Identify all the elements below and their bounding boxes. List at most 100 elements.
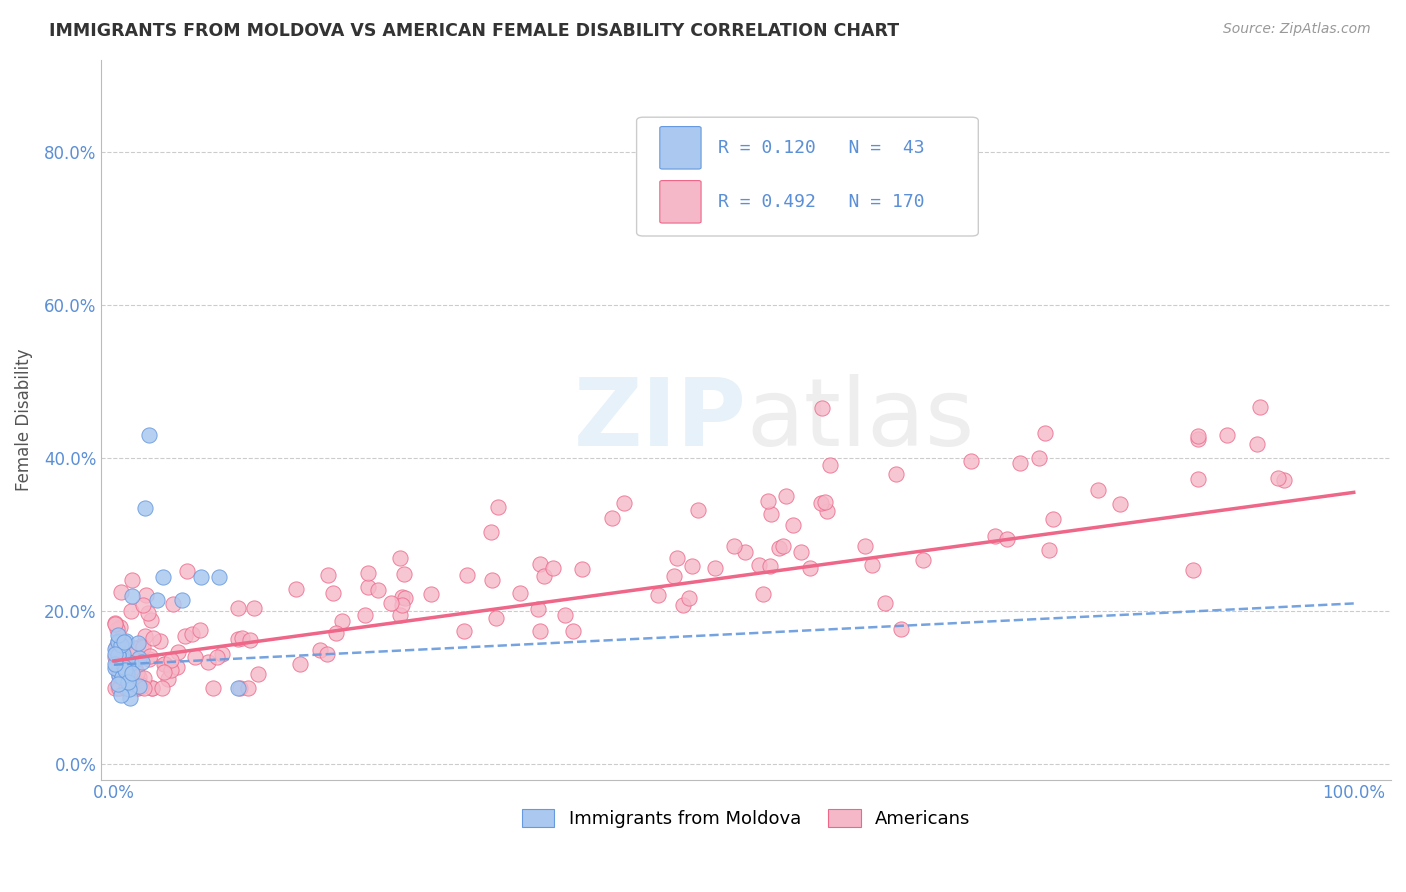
Point xyxy=(125,647,148,661)
Point xyxy=(104,657,127,672)
Point xyxy=(226,600,249,615)
Point xyxy=(322,586,344,600)
Point xyxy=(239,632,262,647)
Point xyxy=(853,539,876,553)
Point xyxy=(481,573,503,587)
Point xyxy=(509,586,531,600)
Point xyxy=(114,663,136,677)
Point xyxy=(1010,456,1032,470)
Point xyxy=(995,532,1018,546)
Point xyxy=(486,500,509,514)
Point xyxy=(188,623,211,637)
Point xyxy=(367,582,389,597)
Point xyxy=(456,567,478,582)
Point xyxy=(571,562,593,576)
Text: IMMIGRANTS FROM MOLDOVA VS AMERICAN FEMALE DISABILITY CORRELATION CHART: IMMIGRANTS FROM MOLDOVA VS AMERICAN FEMA… xyxy=(49,22,900,40)
Point xyxy=(107,648,129,662)
Point xyxy=(890,623,912,637)
Point xyxy=(380,596,402,610)
Point xyxy=(152,569,174,583)
Point xyxy=(114,660,136,674)
Point xyxy=(160,663,183,677)
FancyBboxPatch shape xyxy=(659,180,702,223)
Point xyxy=(309,642,332,657)
Point xyxy=(146,592,169,607)
Point xyxy=(105,658,128,673)
Point xyxy=(121,645,143,659)
Point xyxy=(125,666,148,681)
Point xyxy=(108,663,131,677)
Point xyxy=(118,681,141,695)
Point xyxy=(356,580,378,594)
Point xyxy=(759,559,782,574)
Point xyxy=(647,589,669,603)
Point xyxy=(104,661,127,675)
Point xyxy=(110,679,132,693)
Point xyxy=(122,640,145,655)
Legend: Immigrants from Moldova, Americans: Immigrants from Moldova, Americans xyxy=(515,802,977,836)
Point xyxy=(748,558,770,573)
Point xyxy=(108,620,131,634)
Point xyxy=(392,566,415,581)
Point xyxy=(485,611,508,625)
Point xyxy=(120,656,142,670)
Point xyxy=(543,560,565,574)
Point xyxy=(226,681,249,695)
Point xyxy=(529,558,551,572)
Point xyxy=(681,558,703,573)
Point xyxy=(107,681,129,695)
Point xyxy=(138,428,160,442)
Point xyxy=(136,606,159,620)
Point xyxy=(128,677,150,691)
Point xyxy=(121,604,143,618)
Point xyxy=(118,677,141,691)
Point xyxy=(960,454,983,468)
Point xyxy=(1182,563,1205,577)
Point xyxy=(288,657,311,672)
Point xyxy=(107,628,129,642)
Point xyxy=(759,507,782,521)
Point xyxy=(1249,400,1271,414)
Point xyxy=(173,629,195,643)
Point xyxy=(153,657,176,671)
Point xyxy=(127,681,149,695)
Point xyxy=(110,650,132,665)
Point xyxy=(121,589,143,603)
Point xyxy=(132,640,155,654)
Point xyxy=(752,587,775,601)
Point xyxy=(141,613,163,627)
Point xyxy=(1042,511,1064,525)
Point xyxy=(128,670,150,684)
Point xyxy=(389,608,412,623)
Point xyxy=(108,667,131,681)
Point xyxy=(121,666,143,681)
Point xyxy=(117,681,139,695)
Text: R = 0.492   N = 170: R = 0.492 N = 170 xyxy=(718,193,925,211)
Point xyxy=(170,592,193,607)
Text: atlas: atlas xyxy=(747,374,974,466)
Point xyxy=(176,565,198,579)
Point xyxy=(114,653,136,667)
Point xyxy=(110,585,132,599)
Point xyxy=(1038,543,1060,558)
Point xyxy=(134,630,156,644)
Point xyxy=(562,624,585,638)
Point xyxy=(104,617,127,632)
Point xyxy=(105,640,128,655)
Point xyxy=(128,650,150,665)
Point xyxy=(129,639,152,653)
Point xyxy=(120,691,142,706)
Point xyxy=(166,660,188,674)
Point xyxy=(121,574,143,588)
Point xyxy=(107,665,129,679)
Point xyxy=(107,635,129,649)
Point xyxy=(104,647,127,661)
Point xyxy=(1246,437,1268,451)
Point xyxy=(202,681,225,695)
Point xyxy=(554,608,576,623)
Point xyxy=(325,625,347,640)
Point xyxy=(911,553,934,567)
Point xyxy=(775,489,797,503)
Point xyxy=(231,632,253,646)
Point xyxy=(814,495,837,509)
